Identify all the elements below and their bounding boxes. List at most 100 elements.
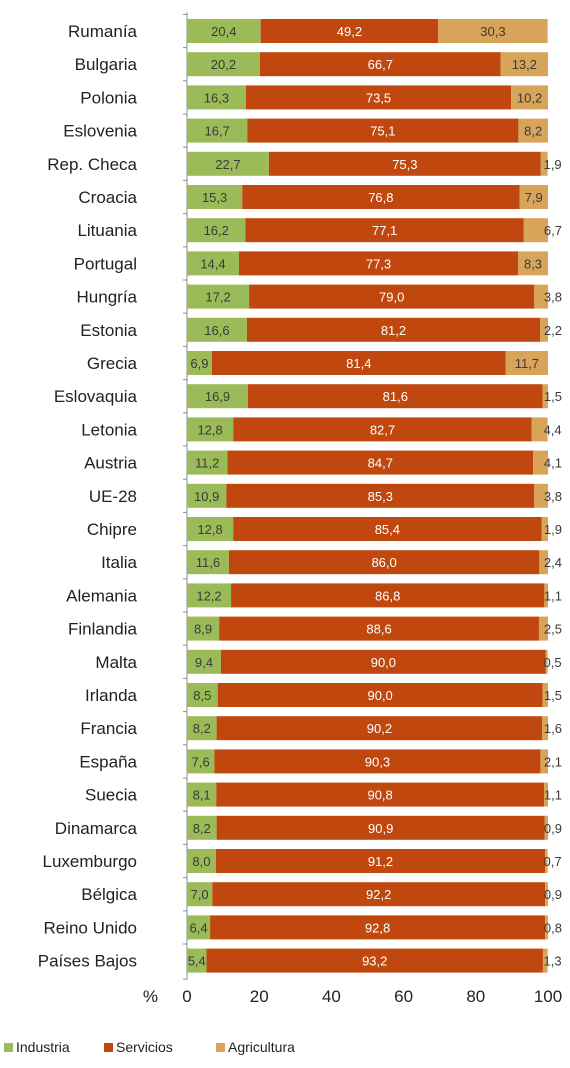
bar-segment-servicios — [220, 649, 546, 674]
data-label-industria: 15,3 — [202, 190, 227, 205]
category-label: Países Bajos — [38, 952, 137, 971]
data-label-industria: 14,4 — [200, 256, 225, 271]
data-label-agricultura: 30,3 — [480, 24, 505, 39]
data-label-agricultura: 3,8 — [544, 489, 562, 504]
data-label-agricultura: 1,1 — [544, 588, 562, 603]
bar-segment-servicios — [211, 351, 506, 375]
category-label: Bélgica — [81, 885, 137, 904]
data-label-agricultura: 8,2 — [524, 124, 542, 139]
bar-segment-agricultura — [531, 417, 548, 442]
bar-segment-servicios — [233, 517, 542, 541]
bar-segment-servicios — [233, 417, 532, 442]
data-label-agricultura: 10,2 — [517, 90, 542, 105]
data-label-agricultura: 4,1 — [544, 456, 562, 471]
bar-segment-industria — [187, 649, 221, 674]
data-label-industria: 6,9 — [190, 356, 208, 371]
bar-segment-agricultura — [500, 52, 548, 77]
bar-segment-industria — [187, 583, 232, 608]
category-label: Letonia — [81, 420, 137, 439]
data-label-agricultura: 1,5 — [544, 688, 562, 703]
bar-segment-industria — [187, 849, 216, 873]
category-label: Rep. Checa — [47, 155, 137, 174]
category-label: UE-28 — [89, 487, 137, 506]
data-label-industria: 8,5 — [193, 688, 211, 703]
data-label-servicios: 90,8 — [367, 788, 392, 803]
bar-segment-industria — [187, 782, 217, 807]
category-label: Suecia — [85, 786, 138, 805]
category-label: Irlanda — [85, 686, 138, 705]
data-label-industria: 10,9 — [194, 489, 219, 504]
data-label-industria: 11,6 — [196, 555, 220, 570]
bar-segment-agricultura — [540, 749, 548, 774]
legend-label-servicios: Servicios — [116, 1039, 173, 1055]
bar-segment-agricultura — [545, 882, 548, 907]
legend-swatch-industria — [4, 1043, 13, 1052]
category-label: Francia — [80, 719, 137, 738]
category-label: Portugal — [74, 254, 137, 273]
bar-segment-industria — [187, 151, 269, 176]
bar-segment-agricultura — [544, 782, 548, 807]
bar-segment-industria — [187, 683, 218, 707]
data-label-agricultura: 6,7 — [544, 223, 562, 238]
data-label-industria: 12,8 — [197, 522, 222, 537]
data-label-servicios: 66,7 — [368, 57, 393, 72]
data-label-industria: 8,2 — [193, 721, 211, 736]
bar-segment-servicios — [226, 483, 535, 508]
bar-segment-agricultura — [542, 384, 548, 409]
x-axis-label: % — [143, 987, 158, 1006]
data-label-servicios: 79,0 — [379, 290, 404, 305]
data-label-agricultura: 0,9 — [544, 887, 562, 902]
x-tick-label: 0 — [182, 987, 191, 1006]
data-label-servicios: 81,2 — [381, 323, 406, 338]
data-label-industria: 16,9 — [205, 389, 230, 404]
legend-swatch-servicios — [104, 1043, 113, 1052]
data-label-servicios: 92,8 — [365, 920, 390, 935]
bar-segment-industria — [187, 450, 228, 475]
bar-segment-industria — [187, 218, 246, 243]
data-label-industria: 6,4 — [190, 920, 208, 935]
data-label-servicios: 73,5 — [366, 90, 391, 105]
bar-segment-agricultura — [545, 915, 548, 940]
bar-segment-industria — [187, 616, 220, 641]
data-label-industria: 16,7 — [204, 124, 229, 139]
category-label: Austria — [84, 454, 137, 473]
category-label: Estonia — [80, 321, 137, 340]
data-label-servicios: 91,2 — [368, 854, 393, 869]
bar-segment-servicios — [210, 915, 546, 940]
data-label-agricultura: 1,6 — [544, 721, 562, 736]
bar-segment-servicios — [246, 317, 541, 342]
data-label-agricultura: 2,1 — [544, 754, 562, 769]
data-label-servicios: 86,8 — [375, 588, 400, 603]
bar-segment-agricultura — [534, 284, 548, 309]
category-label: Hungría — [77, 288, 138, 307]
bar-segment-industria — [187, 550, 229, 575]
data-label-agricultura: 0,7 — [544, 854, 562, 869]
data-label-industria: 12,8 — [197, 422, 222, 437]
bar-segment-industria — [187, 749, 215, 774]
bar-segment-servicios — [248, 384, 543, 409]
bar-segment-servicios — [212, 882, 546, 907]
category-label: Malta — [95, 653, 137, 672]
data-label-agricultura: 0,9 — [544, 821, 562, 836]
data-label-servicios: 88,6 — [366, 622, 391, 637]
data-label-servicios: 49,2 — [337, 24, 362, 39]
category-label: España — [79, 752, 137, 771]
data-label-industria: 12,2 — [196, 588, 221, 603]
category-label: Reino Unido — [43, 918, 137, 937]
category-label: Croacia — [78, 188, 137, 207]
bar-segment-agricultura — [533, 450, 548, 475]
category-label: Rumanía — [68, 22, 138, 41]
category-label: Polonia — [80, 88, 137, 107]
data-label-industria: 7,6 — [192, 754, 210, 769]
data-label-servicios: 85,3 — [368, 489, 393, 504]
bar-segment-agricultura — [438, 19, 548, 43]
category-label: Eslovaquia — [54, 387, 138, 406]
data-label-servicios: 81,4 — [346, 356, 371, 371]
bar-segment-agricultura — [540, 151, 548, 176]
bar-segment-servicios — [206, 948, 543, 973]
data-label-industria: 5,4 — [188, 954, 206, 969]
bar-segment-industria — [187, 251, 239, 276]
category-label: Luxemburgo — [42, 852, 137, 871]
